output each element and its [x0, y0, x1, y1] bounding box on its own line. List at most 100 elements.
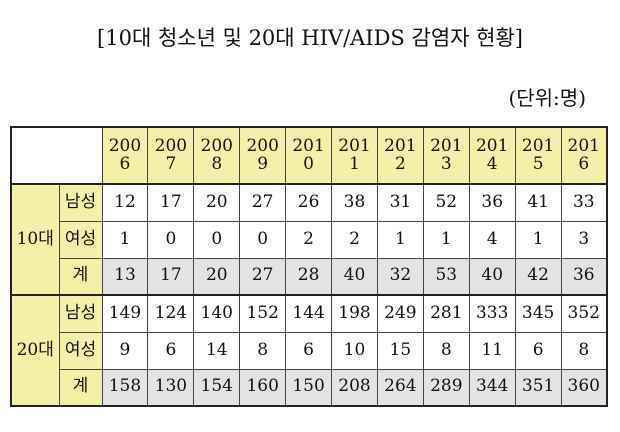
value-cell: 8 — [422, 331, 470, 370]
value-cell: 351 — [514, 368, 562, 407]
value-cell: 14 — [193, 331, 241, 370]
year-header-top: 201 — [338, 135, 371, 156]
value-cell: 0 — [147, 220, 195, 259]
value-cell: 1 — [422, 220, 470, 259]
value-cell: 41 — [514, 183, 562, 222]
value-cell: 264 — [376, 368, 424, 407]
year-header-bottom: 2 — [394, 153, 406, 174]
value-cell: 249 — [376, 294, 424, 333]
value-cell: 12 — [101, 183, 149, 222]
value-cell: 360 — [560, 368, 608, 407]
value-cell: 32 — [376, 257, 424, 296]
value-cell: 3 — [560, 220, 608, 259]
value-cell: 8 — [560, 331, 608, 370]
year-header: 200 8 — [193, 126, 241, 185]
row-label: 남성 — [58, 294, 103, 333]
year-header-top: 200 — [200, 135, 233, 156]
year-header: 201 0 — [285, 126, 333, 185]
table-row: 계 158 130 154 160 150 208 264 289 344 351 360 — [11, 368, 608, 407]
value-cell: 2 — [331, 220, 378, 259]
value-cell: 36 — [560, 257, 608, 296]
corner-cell — [10, 126, 103, 185]
value-cell: 9 — [101, 331, 149, 370]
year-header: 200 6 — [101, 126, 149, 185]
year-header-bottom: 6 — [119, 153, 131, 174]
year-header: 201 2 — [376, 126, 424, 185]
value-cell: 38 — [331, 183, 378, 222]
age-group-label: 10대 — [10, 183, 60, 296]
value-cell: 352 — [560, 294, 608, 333]
value-cell: 6 — [285, 331, 333, 370]
value-cell: 1 — [514, 220, 562, 259]
value-cell: 40 — [331, 257, 378, 296]
unit-label: (단위:명) — [508, 86, 586, 110]
value-cell: 198 — [331, 294, 378, 333]
year-header-top: 201 — [521, 135, 555, 156]
row-label: 남성 — [58, 183, 103, 222]
value-cell: 6 — [147, 331, 195, 370]
age-group-label: 20대 — [10, 294, 60, 407]
year-header-bottom: 3 — [440, 153, 452, 174]
value-cell: 154 — [193, 368, 241, 407]
year-header: 201 5 — [514, 126, 562, 185]
year-header-top: 201 — [292, 135, 325, 156]
value-cell: 208 — [331, 368, 378, 407]
year-header: 201 1 — [331, 126, 378, 185]
value-cell: 344 — [468, 368, 516, 407]
row-label: 여성 — [58, 331, 103, 370]
table-title: [10대 청소년 및 20대 HIV/AIDS 감염자 현황] — [97, 26, 523, 50]
year-header-bottom: 7 — [165, 153, 177, 174]
year-header-top: 201 — [475, 135, 509, 156]
year-header: 201 3 — [422, 126, 470, 185]
value-cell: 1 — [376, 220, 424, 259]
year-header-top: 201 — [430, 135, 463, 156]
value-cell: 158 — [101, 368, 149, 407]
value-cell: 345 — [514, 294, 562, 333]
value-cell: 31 — [376, 183, 424, 222]
value-cell: 52 — [422, 183, 470, 222]
table-row: 10대 남성 12 17 20 27 26 38 31 52 36 41 33 — [10, 183, 608, 296]
row-label: 계 — [58, 368, 103, 407]
value-cell: 53 — [422, 257, 470, 296]
value-cell: 20 — [193, 257, 241, 296]
value-cell: 42 — [514, 257, 562, 296]
table-row: 여성 1 0 0 0 2 2 1 1 4 1 3 — [11, 220, 608, 259]
year-header: 200 9 — [239, 126, 287, 185]
year-header-bottom: 4 — [486, 153, 498, 174]
value-cell: 27 — [239, 183, 287, 222]
value-cell: 17 — [147, 257, 195, 296]
table-body: 200 6 200 7 200 8 200 9 201 0 201 1 201 2 201 3 201 4 201 5… — [10, 126, 608, 407]
year-header-bottom: 0 — [303, 153, 314, 174]
year-header-top: 200 — [154, 135, 188, 156]
year-header-bottom: 1 — [349, 153, 360, 174]
value-cell: 33 — [560, 183, 608, 222]
year-header: 201 4 — [468, 126, 516, 185]
value-cell: 11 — [468, 331, 516, 370]
row-label: 여성 — [58, 220, 103, 259]
value-cell: 140 — [193, 294, 241, 333]
header-row: 200 6 200 7 200 8 200 9 201 0 201 1 201 2 201 3 201 4 201 5… — [10, 126, 608, 185]
table-row: 여성 9 6 14 8 6 10 15 8 11 6 8 — [11, 331, 608, 370]
value-cell: 124 — [147, 294, 195, 333]
value-cell: 289 — [422, 368, 470, 407]
year-header-bottom: 6 — [578, 153, 590, 174]
year-header-top: 200 — [108, 135, 142, 156]
value-cell: 281 — [422, 294, 470, 333]
year-header: 201 6 — [560, 126, 608, 185]
value-cell: 17 — [147, 183, 195, 222]
value-cell: 20 — [193, 183, 241, 222]
hiv-stats-table: 200 6 200 7 200 8 200 9 201 0 201 1 201 2 201 3 201 4 201 5… — [10, 126, 608, 407]
year-header-bottom: 8 — [211, 153, 223, 174]
year-header-top: 200 — [246, 135, 279, 156]
year-header-top: 201 — [567, 135, 600, 156]
value-cell: 10 — [331, 331, 378, 370]
value-cell: 2 — [285, 220, 333, 259]
value-cell: 152 — [239, 294, 287, 333]
value-cell: 6 — [514, 331, 562, 370]
value-cell: 144 — [285, 294, 333, 333]
value-cell: 4 — [468, 220, 516, 259]
year-header-top: 201 — [384, 135, 417, 156]
value-cell: 0 — [239, 220, 287, 259]
value-cell: 15 — [376, 331, 424, 370]
table-row: 20대 남성 149 124 140 152 144 198 249 281 333 345 352 — [10, 294, 608, 407]
